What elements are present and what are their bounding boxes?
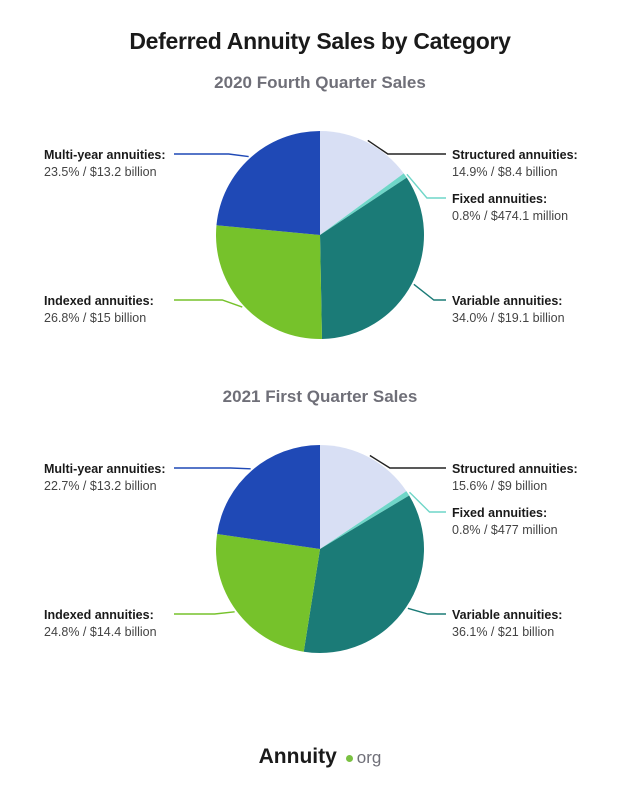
pie-container: Structured annuities:15.6% / $9 billionF…	[0, 419, 640, 679]
pie-chart	[0, 105, 640, 365]
leader-line	[414, 284, 446, 300]
footer: Annuity org	[0, 745, 640, 769]
pie-container: Structured annuities:14.9% / $8.4 billio…	[0, 105, 640, 365]
chart-2021q1: 2021 First Quarter Sales Structured annu…	[0, 387, 640, 697]
brand-name: Annuity	[259, 745, 337, 769]
leader-line	[174, 154, 249, 157]
chart-subtitle: 2020 Fourth Quarter Sales	[0, 73, 640, 93]
leader-line	[408, 608, 446, 614]
leader-line	[174, 468, 251, 469]
leader-line	[174, 300, 242, 307]
pie-slice-multi	[216, 131, 320, 235]
pie-slice-multi	[217, 445, 320, 549]
pie-slice-indexed	[216, 225, 322, 339]
leader-line	[174, 612, 235, 614]
chart-2020q4: 2020 Fourth Quarter Sales Structured ann…	[0, 73, 640, 383]
pie-chart	[0, 419, 640, 679]
page-title: Deferred Annuity Sales by Category	[0, 0, 640, 55]
brand-logo: Annuity org	[259, 745, 382, 769]
brand-suffix: org	[357, 748, 382, 768]
pie-slice-indexed	[216, 534, 320, 652]
brand-dot-icon	[346, 755, 353, 762]
chart-subtitle: 2021 First Quarter Sales	[0, 387, 640, 407]
